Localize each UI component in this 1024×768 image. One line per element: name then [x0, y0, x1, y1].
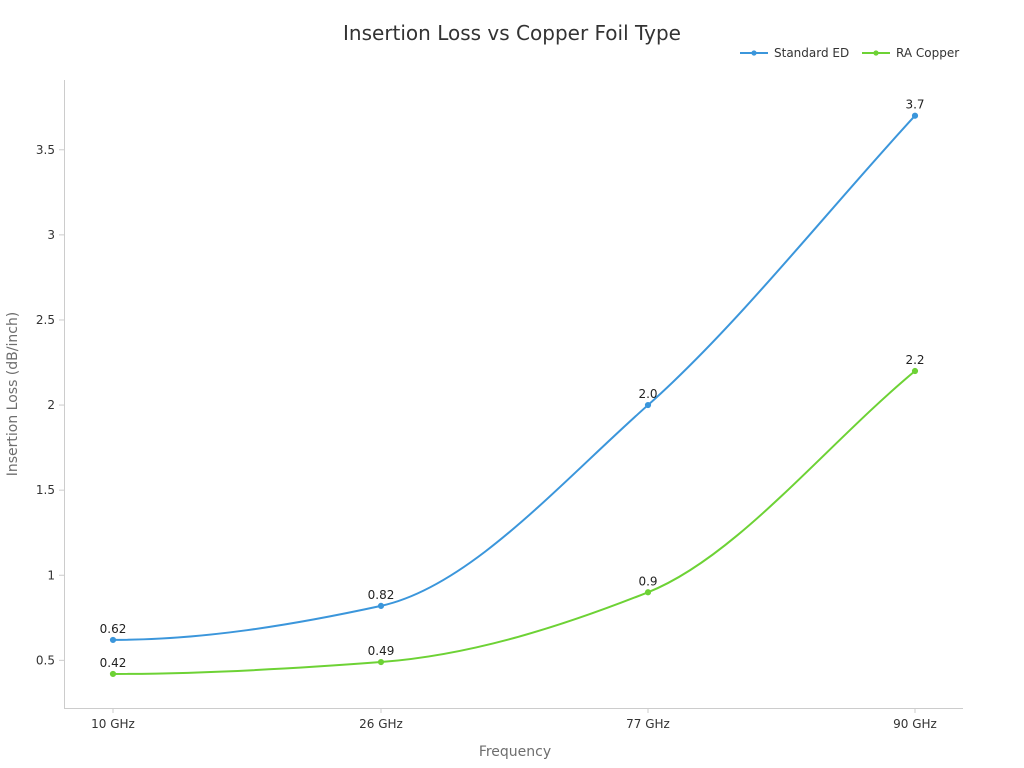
- data-point: [377, 658, 385, 666]
- series-ra-copper: 0.42 0.49 0.9 2.2: [100, 353, 925, 678]
- y-tick-label: 3: [47, 228, 55, 242]
- series-group: 0.62 0.82 2.0 3.7 0.42 0.49 0.9 2.2: [100, 98, 925, 678]
- data-label: 2.2: [905, 353, 924, 367]
- y-tick-label: 3.5: [36, 143, 55, 157]
- y-tick-label: 2.5: [36, 313, 55, 327]
- y-tick-label: 0.5: [36, 653, 55, 667]
- x-tick-label: 10 GHz: [91, 717, 135, 731]
- data-label: 0.82: [368, 588, 395, 602]
- legend-label: RA Copper: [896, 46, 959, 60]
- legend: Standard ED RA Copper: [740, 46, 959, 60]
- y-axis-ticks: 0.5 1 1.5 2 2.5 3 3.5: [36, 143, 64, 667]
- data-point: [377, 602, 385, 609]
- x-tick-label: 77 GHz: [626, 717, 670, 731]
- data-point: [911, 112, 919, 119]
- data-label: 0.62: [100, 622, 127, 636]
- y-tick-label: 1: [47, 568, 55, 582]
- series-standard-ed: 0.62 0.82 2.0 3.7: [100, 98, 925, 644]
- series-line: [112, 115, 916, 641]
- legend-swatch-marker: [751, 50, 757, 56]
- series-line: [112, 370, 916, 675]
- data-label: 3.7: [905, 98, 924, 112]
- x-tick-label: 90 GHz: [893, 717, 937, 731]
- y-tick-label: 1.5: [36, 483, 55, 497]
- y-tick-label: 2: [47, 398, 55, 412]
- y-axis-title: Insertion Loss (dB/inch): [5, 312, 21, 477]
- data-point: [644, 401, 652, 409]
- data-point: [109, 670, 117, 678]
- data-point: [911, 367, 919, 375]
- x-axis-ticks: 10 GHz 26 GHz 77 GHz 90 GHz: [91, 708, 937, 731]
- data-label: 0.42: [100, 656, 127, 670]
- chart-title: Insertion Loss vs Copper Foil Type: [343, 21, 681, 45]
- data-point: [644, 589, 652, 596]
- legend-item: Standard ED: [740, 46, 849, 60]
- data-label: 0.49: [368, 644, 395, 658]
- data-point: [109, 636, 117, 644]
- data-label: 0.9: [638, 574, 657, 588]
- legend-item: RA Copper: [862, 46, 959, 60]
- legend-label: Standard ED: [774, 46, 849, 60]
- legend-swatch-marker: [873, 50, 879, 56]
- x-axis-title: Frequency: [479, 744, 551, 760]
- data-label: 2.0: [638, 387, 657, 401]
- x-tick-label: 26 GHz: [359, 717, 403, 731]
